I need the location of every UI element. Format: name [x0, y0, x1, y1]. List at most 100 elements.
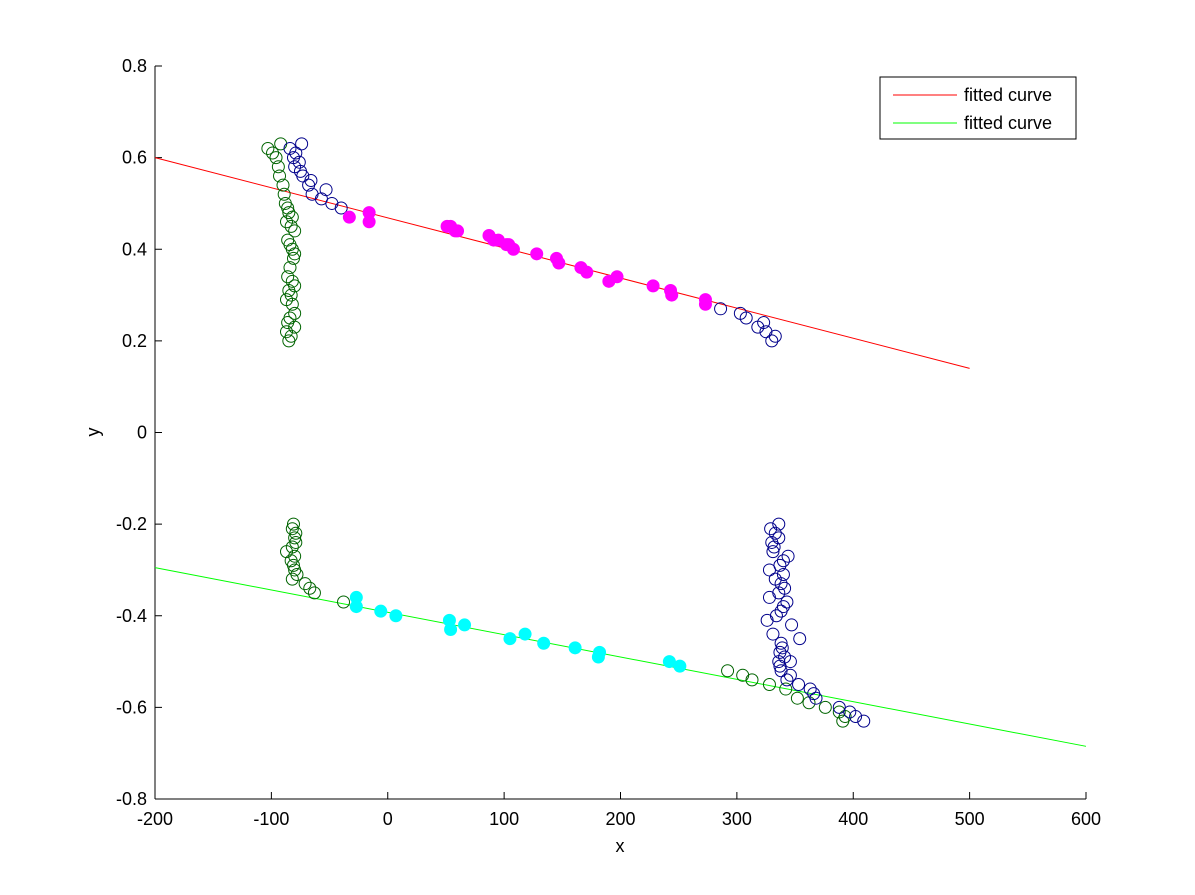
data-point-series-1: [767, 540, 781, 554]
y-tick-label: 0.4: [122, 239, 147, 259]
data-point-series-0: [280, 215, 294, 229]
data-point-series-0: [307, 586, 321, 600]
x-tick-label: -200: [137, 809, 173, 829]
data-point-series-1: [296, 169, 310, 183]
data-point-series-0: [285, 522, 299, 536]
data-point-series-2: [451, 224, 465, 238]
x-tick-label: 300: [722, 809, 752, 829]
data-point-series-0: [290, 568, 304, 582]
data-point-series-3: [673, 659, 687, 673]
data-point-series-3: [349, 600, 363, 614]
data-point-series-0: [281, 270, 295, 284]
data-point-series-0: [288, 549, 302, 563]
data-point-series-0: [276, 178, 290, 192]
data-point-series-1: [295, 137, 309, 151]
y-tick-label: 0.2: [122, 331, 147, 351]
y-tick-label: 0.8: [122, 56, 147, 76]
y-tick-label: 0: [137, 423, 147, 443]
data-point-series-0: [281, 316, 295, 330]
data-point-series-3: [568, 641, 582, 655]
x-ticks: -200 -100 0 100 200 300 400 500 600: [137, 792, 1101, 829]
data-point-series-0: [286, 251, 300, 265]
data-point-series-0: [284, 288, 298, 302]
x-tick-label: 400: [838, 809, 868, 829]
data-point-series-1: [809, 691, 823, 705]
legend-label-red: fitted curve: [964, 85, 1052, 105]
data-point-series-0: [284, 219, 298, 233]
data-point-series-0: [266, 146, 280, 160]
data-point-series-0: [271, 160, 285, 174]
data-point-series-1: [766, 545, 780, 559]
y-tick-label: -0.4: [116, 606, 147, 626]
data-point-series-0: [282, 206, 296, 220]
data-point-series-0: [745, 673, 759, 687]
data-point-series-1: [302, 178, 316, 192]
legend-label-green: fitted curve: [964, 113, 1052, 133]
y-tick-label: -0.2: [116, 514, 147, 534]
data-point-series-1: [776, 554, 790, 568]
data-point-series-3: [458, 618, 472, 632]
data-point-series-1: [766, 627, 780, 641]
data-point-series-0: [836, 714, 850, 728]
data-point-series-0: [289, 526, 303, 540]
data-point-series-2: [552, 256, 566, 270]
data-point-series-1: [762, 563, 776, 577]
data-point-series-2: [580, 265, 594, 279]
data-point-series-2: [342, 210, 356, 224]
x-tick-label: 0: [383, 809, 393, 829]
data-points: [261, 137, 871, 728]
data-point-series-0: [818, 700, 832, 714]
data-point-series-2: [506, 242, 520, 256]
data-point-series-1: [803, 682, 817, 696]
data-point-series-0: [269, 151, 283, 165]
data-point-series-2: [646, 279, 660, 293]
data-point-series-2: [362, 215, 376, 229]
data-point-series-3: [374, 604, 388, 618]
data-point-series-3: [537, 636, 551, 650]
data-point-series-1: [780, 673, 794, 687]
data-point-series-0: [303, 581, 317, 595]
data-point-series-0: [273, 169, 287, 183]
data-point-series-1: [774, 636, 788, 650]
x-tick-label: 200: [605, 809, 635, 829]
data-point-series-2: [530, 247, 544, 261]
data-point-series-1: [849, 710, 863, 724]
data-point-series-1: [768, 526, 782, 540]
data-point-series-1: [762, 590, 776, 604]
data-point-series-3: [518, 627, 532, 641]
data-point-series-1: [765, 334, 779, 348]
data-point-series-0: [286, 517, 300, 531]
data-point-series-0: [288, 306, 302, 320]
data-point-series-2: [698, 297, 712, 311]
data-point-series-1: [760, 613, 774, 627]
y-ticks: -0.8 -0.6 -0.4 -0.2 0 0.2 0.4 0.6 0.8: [116, 56, 162, 809]
data-point-series-1: [773, 659, 787, 673]
data-point-series-0: [289, 535, 303, 549]
data-point-series-1: [292, 155, 306, 169]
data-point-series-0: [282, 334, 296, 348]
y-tick-label: -0.8: [116, 789, 147, 809]
data-point-series-1: [774, 577, 788, 591]
data-point-series-0: [285, 297, 299, 311]
data-point-series-1: [334, 201, 348, 215]
data-point-series-3: [444, 622, 458, 636]
data-point-series-0: [762, 677, 776, 691]
y-tick-label: 0.6: [122, 148, 147, 168]
data-point-series-3: [591, 650, 605, 664]
x-tick-label: 500: [955, 809, 985, 829]
data-point-series-1: [764, 522, 778, 536]
data-point-series-1: [780, 595, 794, 609]
data-point-series-1: [739, 311, 753, 325]
x-tick-label: 100: [489, 809, 519, 829]
data-point-series-0: [288, 224, 302, 238]
data-point-series-1: [785, 618, 799, 632]
data-point-series-1: [776, 568, 790, 582]
data-point-series-0: [277, 187, 291, 201]
data-point-series-0: [790, 691, 804, 705]
data-point-series-1: [774, 604, 788, 618]
data-point-series-0: [285, 572, 299, 586]
data-point-series-0: [288, 531, 302, 545]
data-point-series-3: [503, 632, 517, 646]
